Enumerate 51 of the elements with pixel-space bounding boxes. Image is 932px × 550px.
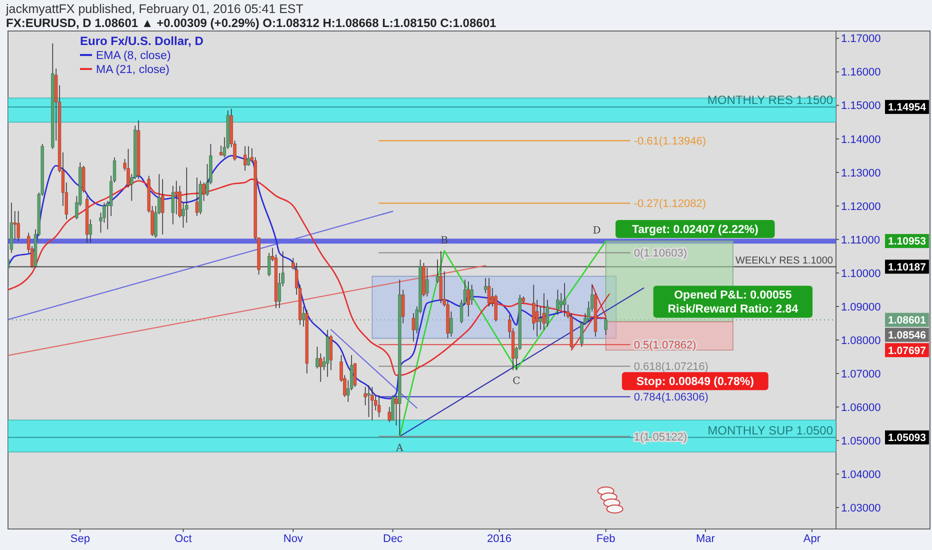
y-tick-label: 1.05000 <box>841 435 881 448</box>
x-tick-label: Nov <box>283 533 304 545</box>
x-tick-label: Apr <box>803 533 821 545</box>
y-tick-label: 1.11000 <box>841 234 880 246</box>
text: 1.05093 <box>888 432 926 444</box>
y-tick-label: 1.17000 <box>841 33 881 46</box>
y-tick-label: 1.09000 <box>841 301 881 314</box>
annotation: D <box>592 226 601 237</box>
series-label: -0.61(1.13946) <box>634 136 706 148</box>
chart-title: jackmyattFX published, February 01, 2016 05:41 EST <box>5 2 304 16</box>
x-tick-label: Dec <box>383 533 404 545</box>
y-tick-label: 1.15000 <box>841 100 881 112</box>
ref-line-label: WEEKLY RES 1.1000 <box>736 256 834 267</box>
annotation: Target: 0.02407 (2.22%) <box>632 224 758 236</box>
y-tick-label: 1.16000 <box>841 66 881 79</box>
y-tick-label: 1.06000 <box>841 402 881 414</box>
y-tick-label: 1.10000 <box>841 268 881 280</box>
ref-line-label: MONTHLY SUP 1.0500 <box>708 423 834 438</box>
ref-line-label: MONTHLY RES 1.1500 <box>707 92 834 107</box>
y-tick-label: 1.07000 <box>841 368 881 380</box>
y-tick-label: 1.14000 <box>841 134 881 146</box>
y-tick-label: 1.08000 <box>841 334 881 347</box>
legend-title: Euro Fx/U.S. Dollar, D <box>80 34 204 48</box>
series-label: -0.27(1.12082) <box>634 198 706 210</box>
x-tick-label: Sep <box>70 533 90 545</box>
x-tick-label: 2016 <box>487 533 512 545</box>
y-tick-label: 1.04000 <box>841 468 881 481</box>
annotation: B <box>440 235 448 246</box>
y-tick-label: 1.03000 <box>841 502 881 514</box>
text: 1.08546 <box>888 330 926 342</box>
text: 1.10953 <box>888 236 926 248</box>
x-tick-label: Feb <box>596 533 616 545</box>
annotation: C <box>512 376 521 387</box>
y-tick-label: 1.12000 <box>841 200 881 213</box>
series-label: 0.784(1.06306) <box>634 392 708 404</box>
legend-label: MA (21, close) <box>96 64 170 76</box>
series-label: 0.618(1.07216) <box>634 361 708 374</box>
legend-label: EMA (8, close) <box>96 50 171 62</box>
text: 1.07697 <box>888 344 926 357</box>
x-tick-label: Mar <box>696 533 716 545</box>
text: 1.08601 <box>888 314 926 327</box>
series-label: 0.5(1.07862) <box>634 339 696 352</box>
annotation: Opened P&L: 0.00055 Risk/Reward Ratio: 2.84 <box>668 290 799 316</box>
series-label: 0(1.10603) <box>634 248 688 260</box>
text: 1.10187 <box>888 261 926 274</box>
text: 1.14954 <box>888 102 926 114</box>
annotation: Stop: 0.00849 (0.78%) <box>636 376 754 388</box>
chart-subtitle: FX:EURUSD, D 1.08601 ▲ +0.00309 (+0.29%) O:1.08312 H:1.08668 L:1.08150 C:1.08601 <box>6 16 496 30</box>
y-tick-label: 1.13000 <box>841 167 881 180</box>
annotation: A <box>395 442 404 454</box>
x-tick-label: Oct <box>174 533 192 545</box>
